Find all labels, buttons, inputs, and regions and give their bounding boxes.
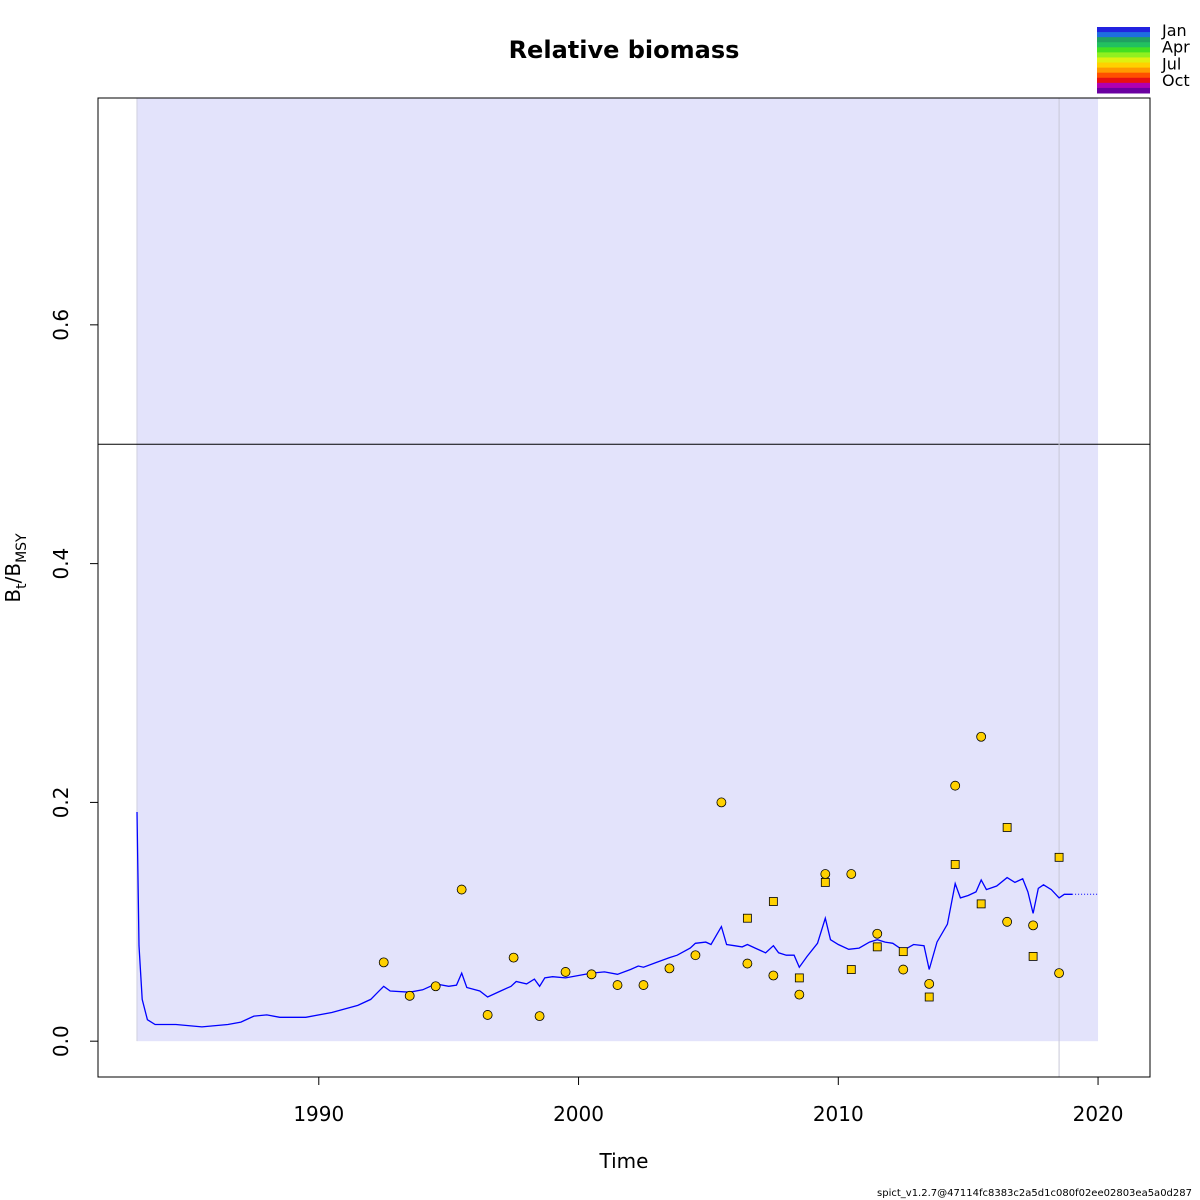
- legend-color-swatch: [1097, 32, 1150, 38]
- legend-color-swatch: [1097, 82, 1150, 89]
- x-tick-label: 1990: [293, 1102, 344, 1126]
- index1-point: [976, 731, 987, 742]
- index2-point: [976, 899, 986, 909]
- index1-point: [924, 978, 935, 989]
- index1-point: [508, 952, 519, 963]
- index1-point: [378, 957, 389, 968]
- index1-point: [768, 970, 779, 981]
- x-axis-title: Time: [599, 1149, 649, 1173]
- x-tick-label: 2010: [813, 1102, 864, 1126]
- legend-color-swatch: [1097, 72, 1150, 79]
- y-axis-title-sub2: MSY: [14, 533, 30, 563]
- index2-point: [742, 913, 752, 923]
- index1-point: [534, 1011, 545, 1022]
- biomass-estimate-line: [136, 811, 1073, 1028]
- index1-point: [1054, 968, 1064, 979]
- x-tick-label: 2020: [1073, 1102, 1124, 1126]
- index1-point: [430, 981, 441, 992]
- index1-point: [1002, 916, 1013, 927]
- plot-inner: [98, 98, 1150, 1077]
- index2-point: [1054, 852, 1064, 862]
- index2-point: [924, 992, 934, 1002]
- index2-point: [1028, 952, 1038, 961]
- plot-frame: [97, 97, 1151, 1078]
- index1-point: [482, 1010, 493, 1020]
- legend-color-swatch: [1097, 87, 1150, 94]
- index1-point: [404, 990, 415, 1001]
- index1-point: [664, 963, 675, 974]
- legend-color-swatch: [1097, 67, 1150, 74]
- index1-point: [690, 950, 701, 961]
- index1-point: [716, 797, 727, 808]
- index1-point: [950, 780, 961, 791]
- index2-point: [1002, 823, 1012, 832]
- index2-point: [794, 973, 804, 983]
- legend-color-swatch: [1097, 52, 1150, 58]
- index1-point: [560, 967, 571, 977]
- y-tick-label: 0.4: [49, 548, 73, 580]
- legend-color-swatch: [1097, 27, 1150, 33]
- legend-color-swatch: [1097, 47, 1150, 53]
- y-axis-title: Bt/BMSY: [1, 533, 30, 603]
- legend-color-swatch: [1097, 62, 1150, 69]
- confidence-band: [136, 98, 1099, 1042]
- index1-point: [898, 964, 909, 975]
- index1-point: [1028, 920, 1039, 931]
- index1-point: [612, 980, 623, 990]
- legend-color-swatch: [1097, 77, 1150, 84]
- index1-point: [638, 980, 649, 990]
- legend-label: Apr: [1162, 38, 1190, 57]
- index2-point: [820, 877, 830, 887]
- index2-point: [872, 942, 882, 952]
- y-axis-title-mid: /B: [1, 563, 25, 583]
- legend-label: Jan: [1161, 21, 1187, 40]
- legend-color-swatch: [1097, 42, 1150, 48]
- index1-point: [846, 869, 857, 879]
- index2-point: [768, 897, 778, 906]
- index1-point: [586, 969, 597, 980]
- legend-label: Oct: [1162, 71, 1190, 90]
- chart-title: Relative biomass: [509, 36, 740, 64]
- svg-text:Bt/BMSY: Bt/BMSY: [1, 533, 30, 603]
- index2-point: [950, 860, 960, 869]
- index1-point: [794, 989, 805, 1000]
- legend-color-swatch: [1097, 57, 1150, 64]
- y-axis-title-sub1: t: [14, 583, 30, 589]
- index1-point: [456, 884, 467, 895]
- y-tick-label: 0.2: [49, 786, 73, 818]
- y-tick-label: 0.0: [49, 1025, 73, 1057]
- legend-label: Jul: [1161, 54, 1181, 73]
- y-axis-title-main: B: [1, 589, 25, 603]
- index2-point: [898, 947, 908, 957]
- index1-point: [742, 958, 753, 969]
- index2-point: [846, 965, 856, 974]
- x-tick-label: 2000: [553, 1102, 604, 1126]
- index1-point: [820, 869, 831, 879]
- legend-color-swatch: [1097, 37, 1150, 43]
- version-footer: spict_v1.2.7@47114fc8383c2a5d1c080f02ee0…: [877, 1188, 1192, 1199]
- plot-area: 1990 2000 2010 2020 0.0 0.2 0.4 0.6: [49, 97, 1151, 1126]
- index1-point: [872, 928, 883, 939]
- y-tick-label: 0.6: [49, 309, 73, 341]
